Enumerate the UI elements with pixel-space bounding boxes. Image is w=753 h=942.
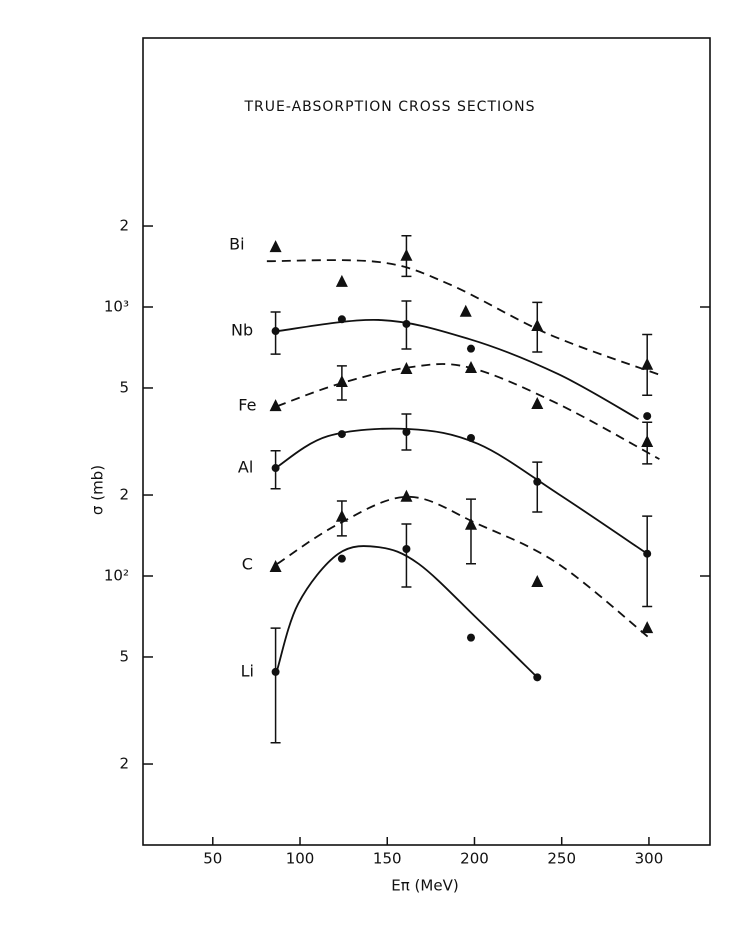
x-tick-label: 200 [460,850,489,868]
data-point [402,428,411,437]
fit-curve [266,259,660,376]
data-point [402,319,411,328]
series-label: Bi [229,235,244,254]
plot-frame [142,37,711,846]
fit-curve [275,427,648,555]
data-point [643,412,652,421]
data-point [641,357,654,370]
data-point [531,318,544,331]
data-point [400,248,413,261]
series-label: C [242,555,253,574]
fit-curve [277,363,660,460]
chart-title: TRUE-ABSORPTION CROSS SECTIONS [243,99,535,115]
data-point [400,489,413,502]
y-axis-label: σ (mb) [89,465,107,515]
y-tick-label: 10² [104,567,129,585]
data-point [269,560,282,573]
error-bar [465,498,476,565]
error-bar [532,461,543,513]
fit-curve [272,319,639,420]
y-tick-label: 2 [119,755,129,773]
data-point [337,430,346,439]
x-axis-label: Eπ (MeV) [391,877,458,895]
data-point [269,240,282,253]
data-point [464,517,477,530]
data-point [337,315,346,324]
x-tick-label: 100 [286,850,315,868]
x-tick-label: 300 [635,850,664,868]
data-point [533,673,542,682]
data-point [335,274,348,287]
data-point [271,464,280,473]
data-point [459,304,472,317]
series-label: Li [241,661,254,680]
data-point [271,327,280,336]
fit-curve [276,495,650,639]
y-tick-label: 5 [119,378,129,396]
error-bar [401,523,412,588]
x-tick-label: 250 [547,850,576,868]
data-point [466,633,475,642]
data-point [641,434,654,447]
data-point [533,477,542,486]
data-point [464,361,477,374]
data-point [269,399,282,412]
data-point [335,509,348,522]
error-bar [270,627,281,744]
data-point [337,554,346,563]
data-point [466,344,475,353]
y-tick-label: 5 [119,647,129,665]
x-tick-label: 50 [203,850,222,868]
error-bar [642,515,653,608]
y-tick-label: 2 [119,217,129,235]
y-tick-label: 10³ [104,298,129,316]
x-tick-label: 150 [373,850,402,868]
data-point [400,362,413,375]
data-point [643,549,652,558]
data-point [271,667,280,676]
data-point [531,396,544,409]
fit-curve [276,545,538,678]
data-point [466,433,475,442]
series-label: Fe [238,396,256,415]
data-point [335,375,348,388]
data-point [641,621,654,634]
series-label: Nb [231,321,253,340]
series-label: Al [238,458,253,477]
y-tick-label: 2 [119,486,129,504]
data-point [402,545,411,554]
data-point [531,574,544,587]
